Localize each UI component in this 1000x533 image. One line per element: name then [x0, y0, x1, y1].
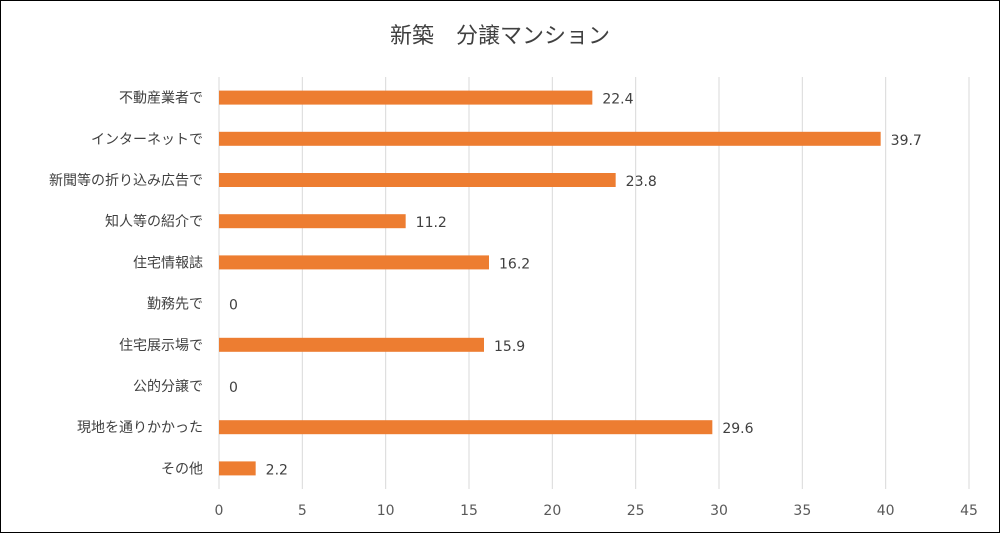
data-label: 16.2 — [499, 256, 530, 272]
data-label: 15.9 — [494, 339, 525, 355]
x-tick-label: 5 — [298, 503, 307, 519]
x-tick-label: 25 — [627, 503, 645, 519]
category-label: 公的分譲で — [133, 379, 203, 395]
bar — [219, 461, 256, 476]
bar — [219, 173, 616, 187]
data-label: 39.7 — [891, 133, 922, 149]
data-label: 11.2 — [416, 215, 447, 231]
x-tick-label: 0 — [215, 503, 224, 519]
data-label: 22.4 — [602, 92, 633, 108]
bars — [219, 90, 881, 476]
x-axis-ticks: 0 5 10 15 20 25 30 35 40 45 — [215, 503, 978, 519]
data-label: 23.8 — [626, 174, 657, 190]
data-label: 29.6 — [722, 421, 753, 437]
bar — [219, 337, 484, 352]
bar — [219, 90, 593, 105]
x-tick-label: 30 — [710, 503, 728, 519]
bar — [219, 131, 881, 146]
x-tick-label: 15 — [460, 503, 478, 519]
category-label: 現地を通りかかった — [77, 420, 203, 436]
category-labels: 不動産業者でインターネットで新聞等の折り込み広告で知人等の紹介で住宅情報誌勤務先… — [49, 91, 203, 478]
category-label: その他 — [161, 461, 203, 477]
data-label: 0 — [229, 380, 238, 396]
data-label: 0 — [229, 298, 238, 314]
category-label: 新聞等の折り込み広告で — [49, 172, 203, 189]
x-tick-label: 45 — [960, 503, 978, 519]
bar — [219, 255, 489, 270]
bar — [219, 214, 406, 229]
category-label: 住宅情報誌 — [133, 255, 203, 271]
data-label: 2.2 — [266, 462, 288, 478]
data-labels: 22.4 39.7 23.8 11.2 16.2 0 15.9 0 29.6 2.2 — [229, 92, 922, 479]
category-label: 知人等の紹介で — [105, 213, 203, 230]
x-tick-label: 10 — [377, 503, 395, 519]
bar — [219, 420, 713, 435]
category-label: 住宅展示場で — [119, 338, 203, 354]
x-tick-label: 20 — [543, 503, 561, 519]
category-label: 不動産業者で — [119, 91, 203, 107]
category-label: インターネットで — [91, 132, 203, 148]
chart-title: 新築 分譲マンション — [390, 24, 610, 49]
category-label: 勤務先で — [147, 297, 203, 313]
x-tick-label: 40 — [877, 503, 895, 519]
x-tick-label: 35 — [793, 503, 811, 519]
